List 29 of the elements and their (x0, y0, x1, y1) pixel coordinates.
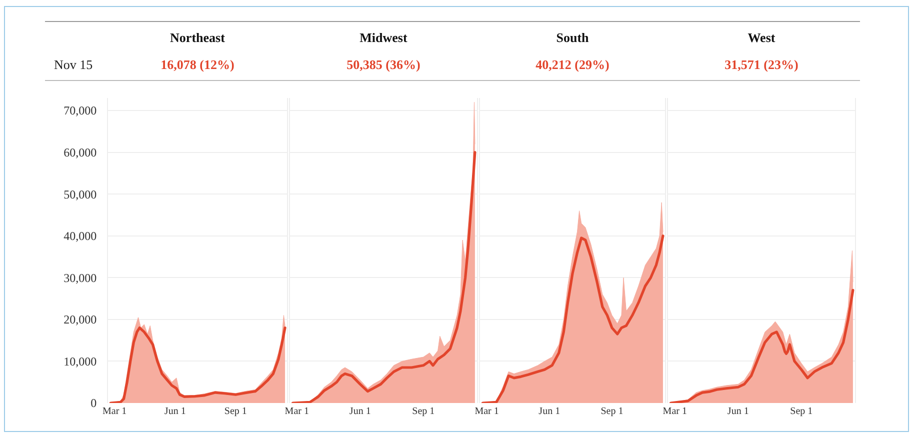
chart-subtitle: 16,078 (12%) (160, 57, 236, 73)
x-tick-label: Jun 1 (349, 406, 371, 417)
y-tick-label: 70,000 (64, 104, 97, 118)
y-tick-label: 40,000 (64, 229, 97, 244)
x-tick-label: Jun 1 (538, 406, 560, 417)
x-tick-label: Sep 1 (224, 406, 247, 417)
y-tick-label: 10,000 (64, 354, 97, 368)
x-tick-label: Mar 1 (474, 406, 499, 417)
chart-title: South (555, 30, 590, 46)
chart-subtitle: 40,212 (29%) (534, 57, 610, 73)
chart-subtitle: 31,571 (23%) (724, 57, 800, 73)
x-tick-label: Sep 1 (412, 406, 435, 417)
chart-title: Midwest (358, 30, 408, 46)
x-tick-label: Jun 1 (727, 406, 749, 417)
y-tick-label: 50,000 (64, 187, 97, 202)
chart-title: Northeast (169, 30, 226, 46)
y-tick-label: 60,000 (64, 146, 97, 160)
y-tick-label: 30,000 (64, 270, 97, 285)
chart-subtitle: 50,385 (36%) (346, 57, 422, 73)
y-tick-label: 20,000 (64, 312, 97, 327)
x-tick-label: Sep 1 (790, 406, 813, 417)
x-tick-label: Mar 1 (284, 406, 309, 417)
y-tick-label: 0 (90, 396, 97, 410)
x-tick-label: Sep 1 (600, 406, 624, 417)
x-tick-label: Mar 1 (102, 406, 127, 417)
x-tick-label: Jun 1 (164, 406, 186, 417)
text: Nov 15 (54, 57, 93, 73)
chart-title: West (746, 30, 776, 46)
x-tick-label: Mar 1 (662, 406, 687, 417)
